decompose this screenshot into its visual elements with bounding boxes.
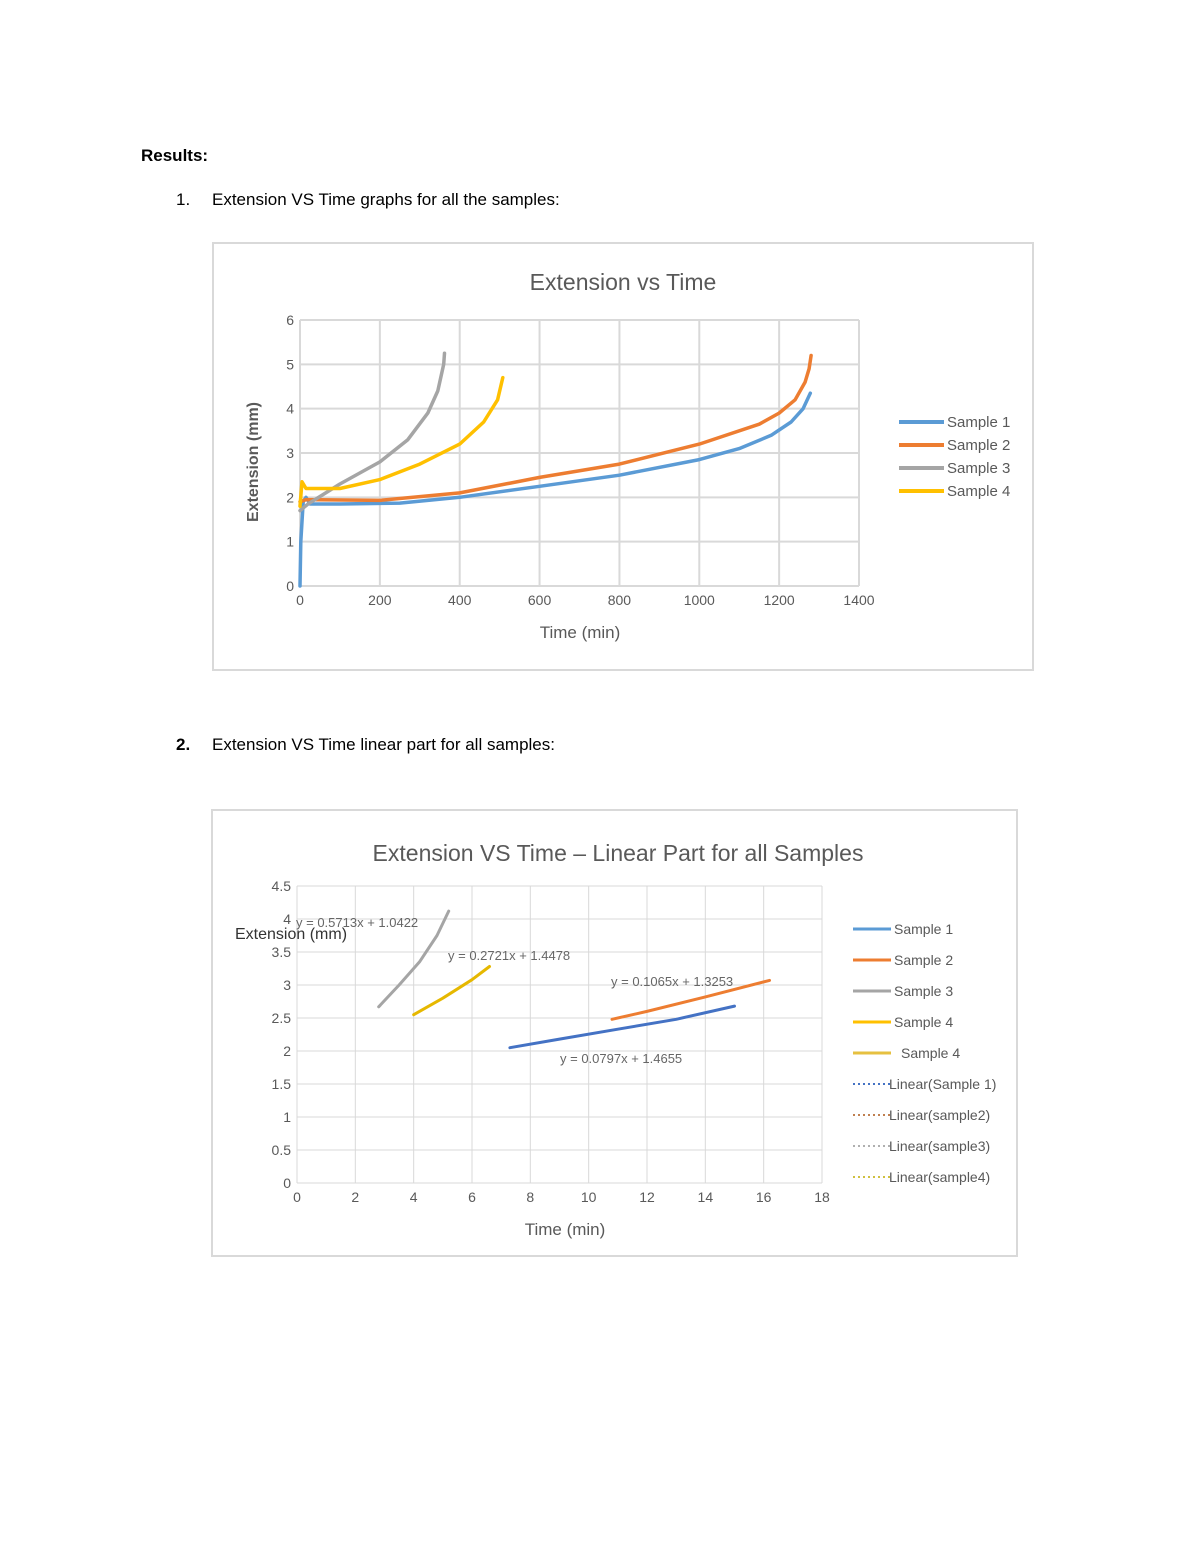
series-line-4	[298, 375, 505, 508]
x-tick-label: 1000	[684, 592, 715, 608]
x-tick-label: 0	[293, 1189, 301, 1205]
legend-label: Linear(sample3)	[889, 1138, 990, 1154]
legend-label: Sample 1	[947, 414, 1010, 431]
series-line-1	[298, 391, 813, 588]
y-axis-label: Extension (mm)	[245, 402, 262, 522]
series-line-2	[298, 353, 813, 504]
y-tick-label: 3	[283, 977, 291, 993]
item-1-number: 1.	[176, 190, 191, 209]
legend-label: Sample 3	[894, 983, 953, 999]
x-tick-label: 14	[698, 1189, 714, 1205]
y-tick-label: 3.5	[272, 944, 292, 960]
y-tick-label: 5	[286, 356, 294, 372]
series-line-1	[508, 1004, 736, 1050]
legend-label: Linear(sample2)	[889, 1107, 990, 1123]
trendline-equation: y = 0.5713x + 1.0422	[296, 915, 418, 930]
y-tick-label: 0.5	[272, 1142, 292, 1158]
x-tick-label: 16	[756, 1189, 772, 1205]
trendline-equation: y = 0.0797x + 1.4655	[560, 1051, 682, 1066]
legend-label: Linear(sample4)	[889, 1169, 990, 1185]
y-tick-label: 4.5	[272, 878, 292, 894]
x-tick-label: 200	[368, 592, 392, 608]
trendline-equation: y = 0.2721x + 1.4478	[448, 948, 570, 963]
chart-1-container: Extension vs Time 0 200 400 600 800 1000 1200 14…	[212, 242, 1034, 671]
x-tick-label: 12	[639, 1189, 655, 1205]
y-tick-label: 2.5	[272, 1010, 292, 1026]
x-tick-label: 1400	[843, 592, 874, 608]
results-heading: Results:	[141, 146, 209, 165]
y-tick-label: 0	[286, 578, 294, 594]
y-tick-label: 2	[283, 1043, 291, 1059]
x-axis-label: Time (min)	[525, 1220, 606, 1239]
x-tick-label: 1200	[764, 592, 795, 608]
x-tick-label: 0	[296, 592, 304, 608]
x-tick-label: 6	[468, 1189, 476, 1205]
series-line-3	[377, 909, 451, 1009]
y-tick-label: 1.5	[272, 1076, 292, 1092]
y-tick-label: 6	[286, 312, 294, 328]
legend-label: Sample 2	[947, 437, 1010, 454]
y-tick-label: 4	[286, 401, 294, 417]
item-2-number: 2.	[176, 735, 191, 754]
x-axis-label: Time (min)	[540, 623, 621, 642]
chart-title: Extension vs Time	[530, 269, 717, 295]
y-tick-label: 3	[286, 445, 294, 461]
x-tick-label: 800	[608, 592, 632, 608]
y-axis-label: Extension (mm)	[235, 926, 347, 943]
x-tick-label: 18	[814, 1189, 830, 1205]
legend-label: Sample 2	[894, 952, 953, 968]
x-tick-label: 600	[528, 592, 552, 608]
trendline-equation: y = 0.1065x + 1.3253	[611, 974, 733, 989]
x-tick-label: 10	[581, 1189, 597, 1205]
chart-linear-part: Extension VS Time – Linear Part for all …	[235, 840, 996, 1239]
legend-label: Sample 4	[894, 1014, 953, 1030]
series-line-4	[412, 965, 491, 1017]
y-tick-label: 1	[283, 1109, 291, 1125]
y-tick-label: 0	[283, 1175, 291, 1191]
item-2-text: Extension VS Time linear part for all sa…	[212, 735, 555, 754]
legend-label: Linear(Sample 1)	[889, 1076, 996, 1092]
series-line-3	[298, 351, 447, 513]
y-tick-label: 1	[286, 534, 294, 550]
series-line-2	[610, 978, 771, 1021]
y-tick-label: 4	[283, 911, 291, 927]
x-tick-label: 2	[351, 1189, 359, 1205]
legend-label: Sample 4	[947, 483, 1010, 500]
legend-label: Sample 1	[894, 921, 953, 937]
legend-label: Sample 4	[901, 1045, 960, 1061]
chart-2-container: Extension VS Time – Linear Part for all …	[211, 809, 1018, 1257]
legend-label: Sample 3	[947, 460, 1010, 477]
x-tick-label: 8	[526, 1189, 534, 1205]
chart-title: Extension VS Time – Linear Part for all …	[373, 840, 864, 866]
item-1-text: Extension VS Time graphs for all the sam…	[212, 190, 560, 209]
y-tick-label: 2	[286, 489, 294, 505]
x-tick-label: 4	[410, 1189, 418, 1205]
x-tick-label: 400	[448, 592, 472, 608]
